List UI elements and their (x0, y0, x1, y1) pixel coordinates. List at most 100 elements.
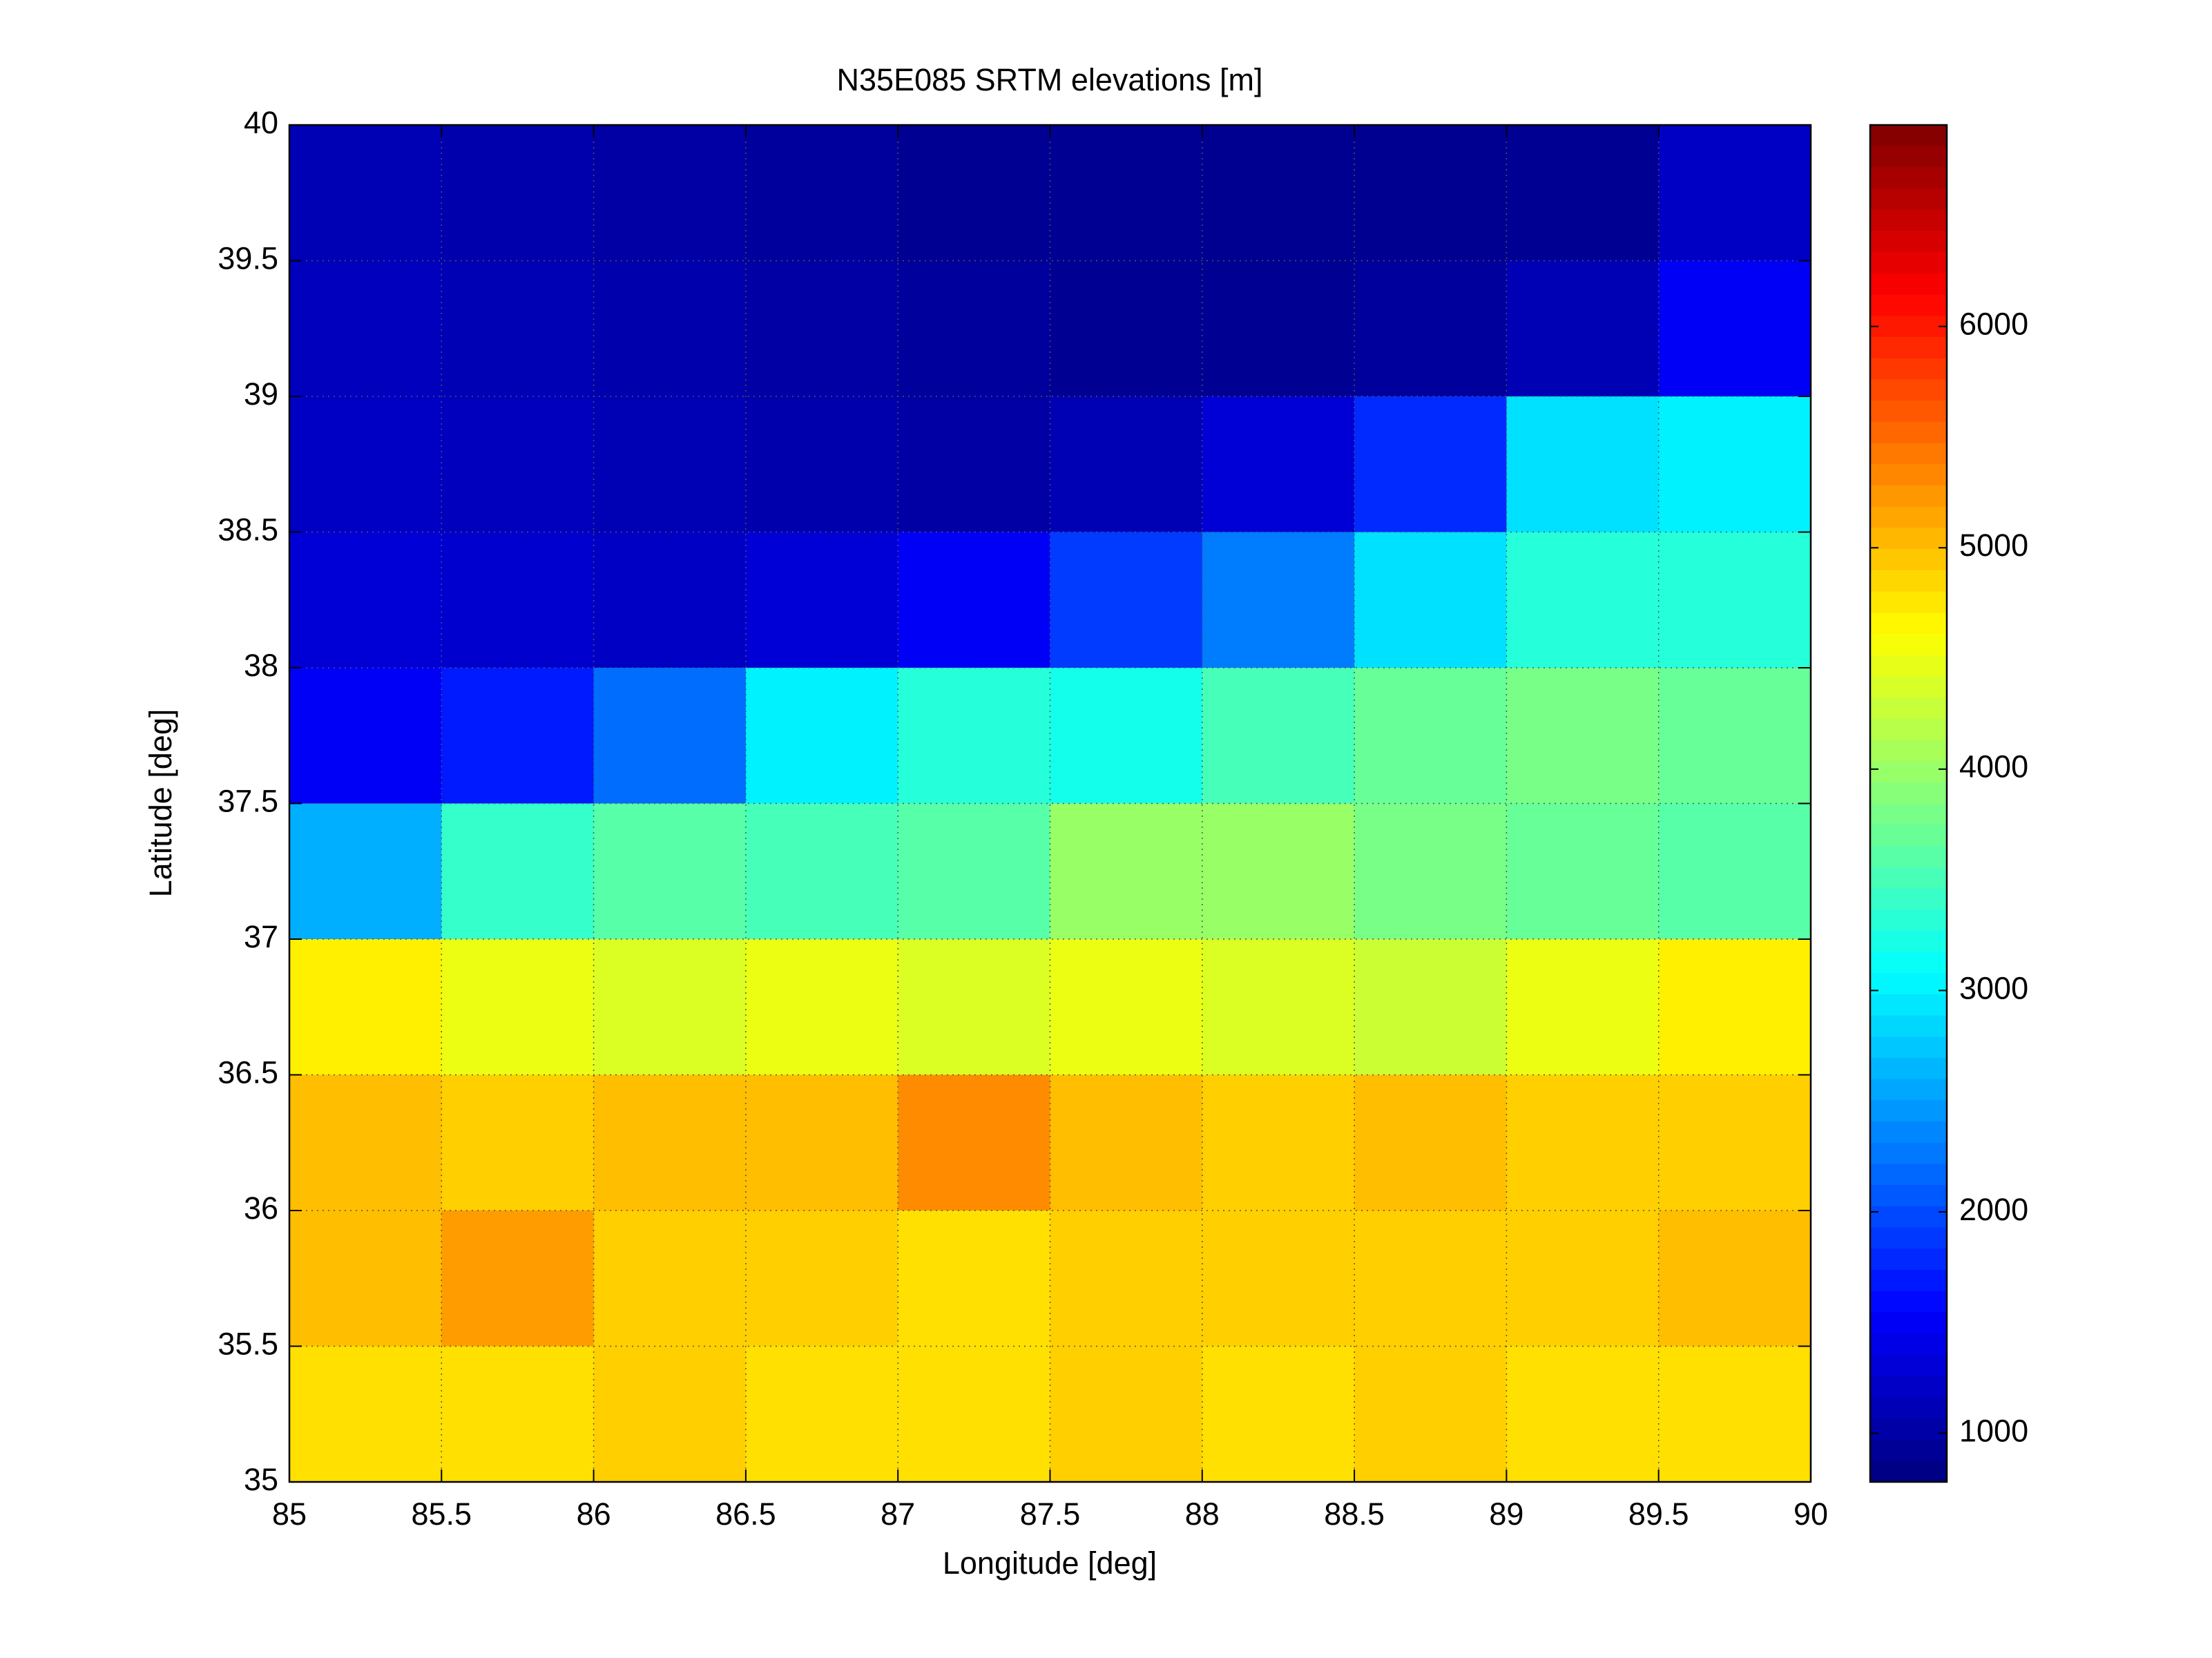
heatmap-cell (1354, 396, 1507, 532)
colorbar-swatch (1870, 316, 1947, 338)
heatmap-cell (593, 803, 747, 940)
heatmap-cell (745, 125, 898, 261)
colorbar-swatch (1870, 252, 1947, 274)
heatmap-cell (289, 1074, 442, 1211)
colorbar-swatch (1870, 591, 1947, 613)
colorbar-tick-label: 3000 (1959, 970, 2028, 1005)
colorbar-swatch (1870, 379, 1947, 401)
colorbar-swatch (1870, 633, 1947, 656)
colorbar-swatch (1870, 549, 1947, 571)
colorbar-swatch (1870, 1037, 1947, 1059)
heatmap-cell (898, 260, 1050, 397)
heatmap-cell (441, 1211, 595, 1347)
heatmap-cell (593, 1346, 747, 1483)
heatmap-cell (593, 532, 747, 668)
y-tick-label: 39 (244, 376, 278, 412)
colorbar-swatch (1870, 294, 1947, 316)
heatmap-cell (1202, 1346, 1355, 1483)
heatmap-cell (1354, 1211, 1507, 1347)
heatmap-cell (441, 125, 595, 261)
heatmap-cell (745, 1074, 898, 1211)
colorbar-swatch (1870, 1185, 1947, 1207)
colorbar-swatch (1870, 1333, 1947, 1356)
y-tick-label: 40 (244, 105, 278, 140)
colorbar-swatch (1870, 189, 1947, 211)
y-tick-label: 36 (244, 1191, 278, 1226)
colorbar-swatch (1870, 1461, 1947, 1483)
heatmap-cell (1202, 1211, 1355, 1347)
chart-title: N35E085 SRTM elevations [m] (837, 62, 1263, 97)
colorbar-swatch (1870, 273, 1947, 296)
colorbar-swatch (1870, 655, 1947, 677)
heatmap-cell (1202, 668, 1355, 804)
colorbar-swatch (1870, 1079, 1947, 1101)
heatmap-cell (1658, 532, 1811, 668)
colorbar-swatch (1870, 125, 1947, 147)
colorbar-swatch (1870, 1269, 1947, 1292)
colorbar-swatch (1870, 697, 1947, 720)
heatmap-cell (289, 125, 442, 261)
colorbar-swatch (1870, 506, 1947, 528)
colorbar-swatch (1870, 1015, 1947, 1037)
colorbar-swatch (1870, 421, 1947, 444)
colorbar-swatch (1870, 146, 1947, 168)
x-axis-label: Longitude [deg] (943, 1545, 1157, 1581)
heatmap-cell (898, 939, 1050, 1075)
colorbar-swatch (1870, 740, 1947, 762)
heatmap-cell (745, 396, 898, 532)
colorbar-swatch (1870, 443, 1947, 465)
heatmap-cell (1354, 125, 1507, 261)
colorbar-swatch (1870, 1291, 1947, 1313)
heatmap-cell (1202, 803, 1355, 940)
plot-frame (288, 124, 1812, 1483)
heatmap-cell (1506, 260, 1660, 397)
heatmap-cell (593, 939, 747, 1075)
y-tick-label: 36.5 (218, 1054, 278, 1090)
heatmap-cell (441, 260, 595, 397)
heatmap-cell (898, 532, 1050, 668)
colorbar-swatch (1870, 337, 1947, 359)
heatmap-cell (1050, 396, 1203, 532)
colorbar-swatch (1870, 1164, 1947, 1186)
heatmap-cell (1354, 668, 1507, 804)
colorbar-swatch (1870, 231, 1947, 253)
colorbar-tick-label: 1000 (1959, 1413, 2028, 1448)
heatmap-cell (441, 1074, 595, 1211)
colorbar-swatch (1870, 718, 1947, 740)
heatmap-cell (1506, 1211, 1660, 1347)
colorbar-swatch (1870, 1439, 1947, 1461)
x-tick-label: 90 (1793, 1496, 1828, 1532)
colorbar-swatch (1870, 1312, 1947, 1334)
colorbar-frame (1869, 124, 1948, 1483)
heatmap-cell (1202, 260, 1355, 397)
colorbar-tick-label: 4000 (1959, 749, 2028, 784)
colorbar-swatch (1870, 401, 1947, 423)
heatmap-cell (1506, 803, 1660, 940)
colorbar-swatch (1870, 485, 1947, 508)
heatmap-cell (1050, 803, 1203, 940)
heatmap-cell (1506, 532, 1660, 668)
heatmap-cell (1658, 1074, 1811, 1211)
heatmap-cell (289, 668, 442, 804)
heatmap-cell (898, 1346, 1050, 1483)
colorbar-swatch (1870, 1227, 1947, 1249)
x-tick-label: 85 (272, 1496, 307, 1532)
colorbar-swatch (1870, 952, 1947, 974)
heatmap-cell (289, 260, 442, 397)
heatmap-cell (441, 396, 595, 532)
heatmap-cell (289, 1211, 442, 1347)
heatmap-cell (898, 668, 1050, 804)
heatmap-cell (593, 668, 747, 804)
heatmap-cell (1050, 1346, 1203, 1483)
heatmap-cell (1202, 125, 1355, 261)
heatmap-cell (745, 260, 898, 397)
x-tick-label: 87.5 (1020, 1496, 1081, 1532)
heatmap-cell (1354, 532, 1507, 668)
heatmap-cell (593, 260, 747, 397)
heatmap-cell (289, 939, 442, 1075)
y-axis-label: Latitude [deg] (143, 709, 178, 898)
heatmap-cell (1050, 939, 1203, 1075)
heatmap-cell (745, 803, 898, 940)
y-tick-label: 37 (244, 919, 278, 954)
x-tick-label: 88.5 (1324, 1496, 1385, 1532)
